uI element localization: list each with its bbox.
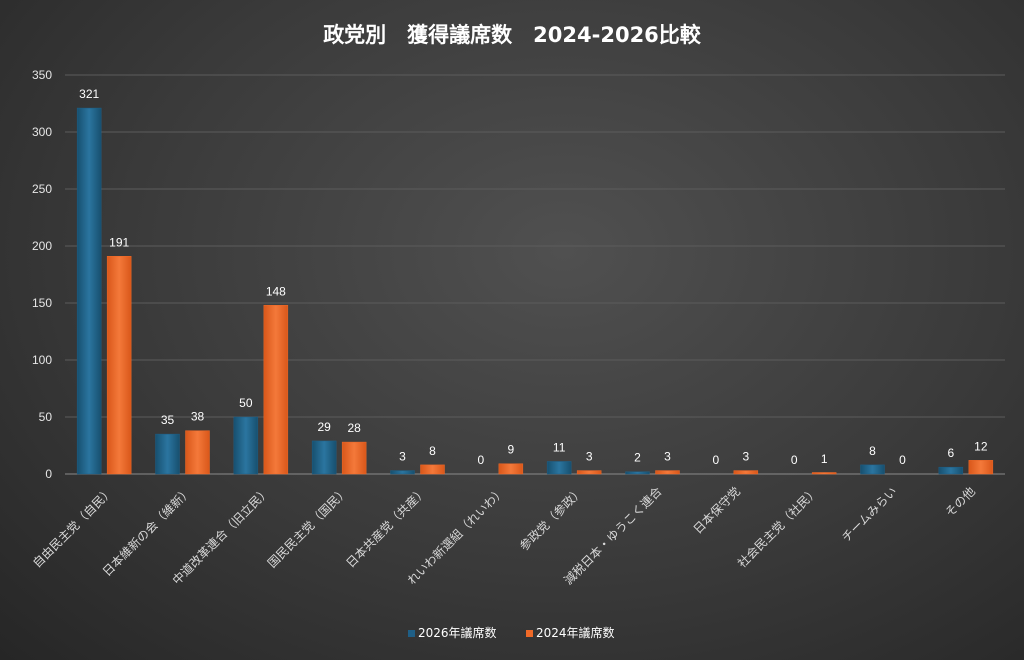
data-label: 3 [399, 450, 406, 464]
data-label: 3 [742, 450, 749, 464]
data-label: 191 [109, 235, 129, 249]
bar-2024 [968, 460, 994, 475]
data-label: 9 [507, 443, 514, 457]
x-category-label: 日本共産党（共産） [343, 484, 430, 571]
bar-2024 [420, 464, 445, 475]
legend-label-2024: 2024年議席数 [536, 625, 615, 640]
bar-2026 [625, 471, 650, 475]
x-category-label: 社会民主党（社民） [734, 484, 821, 571]
bar-2026 [390, 470, 415, 475]
bar-2024 [655, 470, 680, 475]
y-tick-label: 0 [45, 467, 52, 481]
x-category-label: チームみらい [839, 484, 900, 545]
data-label: 11 [553, 440, 566, 454]
data-label: 35 [161, 413, 175, 427]
bar-2026 [76, 107, 102, 475]
data-label: 1 [821, 452, 828, 466]
bar-2026 [546, 461, 572, 475]
bar-2024 [576, 470, 602, 475]
bar-2024 [341, 441, 367, 475]
bar-2026 [155, 433, 180, 475]
y-tick-label: 50 [39, 410, 53, 424]
bar-2026 [233, 416, 259, 475]
bar-2024 [263, 305, 289, 475]
data-label: 321 [79, 87, 99, 101]
data-label: 0 [712, 453, 719, 467]
x-category-label: その他 [943, 484, 978, 519]
legend-swatch-2026 [408, 630, 415, 637]
y-tick-label: 100 [32, 353, 52, 367]
x-category-label: 日本保守党 [690, 484, 743, 537]
legend: 2026年議席数 2024年議席数 [408, 625, 615, 640]
data-label: 0 [477, 453, 484, 467]
data-label: 0 [791, 453, 798, 467]
y-tick-label: 250 [32, 182, 52, 196]
legend-swatch-2024 [526, 630, 533, 637]
x-axis-category-labels: 自由民主党（自民）日本維新の会（維新）中道改革連合（旧立民）国民民主党（国民）日… [29, 484, 978, 588]
legend-label-2026: 2026年議席数 [418, 625, 497, 640]
data-label: 28 [347, 421, 361, 435]
data-label: 2 [634, 451, 641, 465]
data-label: 50 [239, 396, 253, 410]
data-label: 3 [586, 450, 593, 464]
x-category-label: 国民民主党（国民） [264, 484, 351, 571]
data-label: 29 [317, 420, 331, 434]
x-category-label: 参政党（参政） [516, 484, 586, 554]
data-label: 6 [947, 446, 954, 460]
x-category-label: 自由民主党（自民） [29, 484, 116, 571]
bar-2024 [733, 470, 759, 475]
data-label: 8 [429, 444, 436, 458]
y-tick-label: 150 [32, 296, 52, 310]
data-label: 0 [899, 453, 906, 467]
bar-2026 [938, 466, 964, 475]
y-tick-label: 300 [32, 125, 52, 139]
y-tick-label: 350 [32, 68, 52, 82]
data-label: 38 [191, 410, 205, 424]
bar-2026 [860, 464, 885, 475]
y-tick-label: 200 [32, 239, 52, 253]
data-label: 8 [869, 444, 876, 458]
bars [76, 107, 994, 475]
data-label: 3 [664, 450, 671, 464]
y-axis-tick-labels: 0 50 100 150 200 250 300 350 [32, 68, 52, 481]
data-label: 12 [974, 439, 988, 453]
bar-2024 [106, 256, 132, 475]
bar-2026 [311, 440, 337, 475]
bar-2024 [498, 463, 524, 475]
bar-2024 [185, 430, 210, 475]
gridlines [65, 74, 1005, 475]
bar-2024 [811, 472, 837, 475]
data-label: 148 [266, 284, 286, 298]
chart-title: 政党別 獲得議席数 2024-2026比較 [323, 23, 702, 47]
x-category-label: 日本維新の会（維新） [99, 484, 194, 579]
